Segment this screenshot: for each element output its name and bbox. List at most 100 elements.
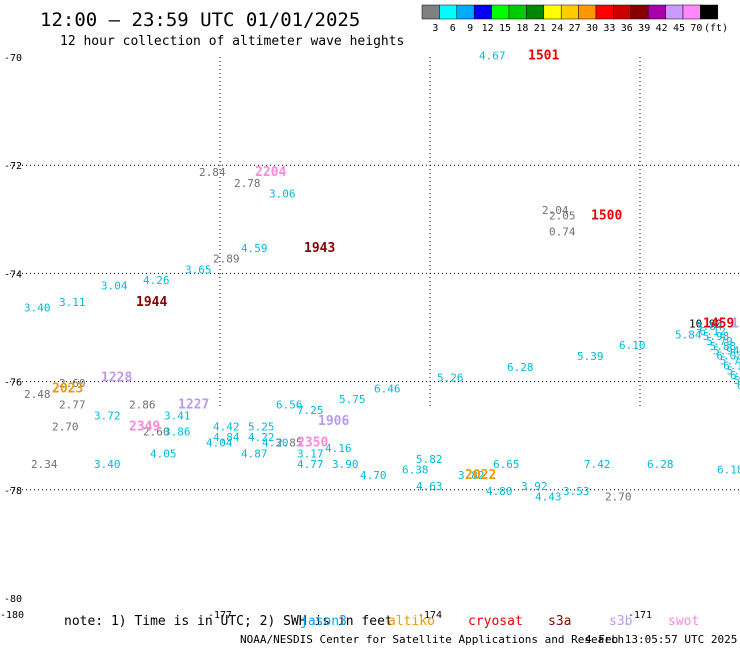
pass-time-label: 1501 (528, 49, 559, 64)
colorbar-swatch (508, 4, 527, 20)
track-swh-value: 5.84 (696, 320, 723, 333)
swh-value: 4.22 (248, 431, 275, 444)
swh-value: 5.26 (437, 372, 464, 385)
swh-value: 2.89 (213, 253, 240, 266)
swh-value: 3.90 (332, 458, 359, 471)
swh-value: 6.28 (647, 458, 674, 471)
footnote: note: 1) Time is in UTC; 2) SWH is in fe… (64, 614, 393, 629)
colorbar-tick-label: 21 (534, 23, 546, 34)
swh-value: 6.10 (619, 339, 646, 352)
swh-value: 7.42 (584, 458, 611, 471)
colorbar-swatch (613, 4, 632, 20)
swh-value: 2.70 (52, 420, 79, 433)
track-swh-value: 5.98 (703, 330, 730, 343)
colorbar-swatch (665, 4, 684, 20)
swh-value: 3.72 (94, 409, 121, 422)
pass-time-label: 1459 (703, 317, 734, 332)
swh-value: 6.18 (717, 464, 740, 477)
colorbar-tick-label: 30 (586, 23, 598, 34)
colorbar-tick-label: 33 (603, 23, 615, 34)
swh-value: 5.84 (675, 328, 702, 341)
colorbar-swatch (491, 4, 510, 20)
track-swh-value: 6.11 (723, 359, 740, 372)
colorbar-tick-label: 24 (551, 23, 563, 34)
swh-value: 3.86 (164, 426, 191, 439)
colorbar-swatch (578, 4, 597, 20)
swh-value: 2.34 (31, 458, 58, 471)
legend-entry-altiko: altiko (388, 614, 435, 629)
swh-value: 4.67 (479, 50, 506, 63)
swh-value: 3.06 (269, 188, 296, 201)
swh-value: 3.40 (24, 301, 51, 314)
legend-entry-s3b: s3b (609, 614, 633, 629)
swh-value: 3.92 (521, 480, 548, 493)
colorbar-swatch (630, 4, 649, 20)
swh-value: 6.46 (374, 382, 401, 395)
swh-value: 6.65 (493, 458, 520, 471)
pass-time-label: 2022 (465, 468, 496, 483)
satellite-legend: jason3 altiko cryosat s3a s3b swot (300, 614, 699, 629)
swh-value: 5.25 (248, 420, 275, 433)
swh-value: 2.05 (549, 209, 576, 222)
swh-value: 2.78 (234, 177, 261, 190)
swh-value: 4.05 (150, 447, 177, 460)
swh-value: 7.25 (297, 404, 324, 417)
swh-value: 2.70 (605, 491, 632, 504)
colorbar-tick-label: 6 (450, 23, 456, 34)
swh-marks: 4.670.872.842.783.066.702.042.050.744.59… (24, 50, 740, 504)
legend-entry-jason3: jason3 (300, 614, 347, 629)
colorbar-unit: (ft) (704, 23, 728, 34)
colorbar-tick-label: 45 (673, 23, 685, 34)
y-tick-label: -70 (4, 53, 22, 64)
swh-value: 5.75 (339, 393, 366, 406)
legend-entry-swot: swot (668, 614, 699, 629)
pass-time-label: 2350 (297, 436, 328, 451)
lat-lon-grid (10, 57, 740, 491)
legend-entry-s3a: s3a (548, 614, 571, 629)
colorbar-tick-label: 27 (569, 23, 581, 34)
swh-value: 5.39 (577, 350, 604, 363)
swh-value: 3.04 (101, 280, 128, 293)
colorbar-tick-label: 3 (432, 23, 438, 34)
swh-value: 2.60 (143, 426, 170, 439)
swh-value: 6.56 (276, 399, 303, 412)
swh-value: 3.40 (94, 458, 121, 471)
chart-subtitle: 12 hour collection of altimeter wave hei… (60, 34, 404, 49)
swh-value: 4.63 (416, 480, 443, 493)
swh-value: 3.53 (563, 485, 590, 498)
swh-value: 5.82 (416, 453, 443, 466)
generated-timestamp: 4 Feb 13:05:57 UTC 2025 (585, 633, 737, 646)
colorbar-tick-label: 9 (467, 23, 473, 34)
swh-value: 3.17 (297, 447, 324, 460)
swh-value: 4.43 (535, 491, 562, 504)
x-tick-label: -177 (208, 610, 232, 621)
pass-time-label: 2349 (129, 419, 160, 434)
track-swh-value: 5.79 (706, 335, 733, 348)
track-swh-value: 6.12 (699, 325, 726, 338)
swh-value: 2.86 (129, 399, 156, 412)
axis-tick-labels: -70 -72 -74 -76 -78 -80 -180 -177 -174 -171 (0, 53, 652, 621)
credit-line: NOAA/NESDIS Center for Satellite Applica… (240, 633, 624, 646)
pass-time-label: 1944 (136, 295, 167, 310)
swh-value: 2.77 (59, 399, 86, 412)
swh-value: 4.59 (241, 242, 268, 255)
colorbar-swatch (421, 4, 440, 20)
track-swh-value: 6.54 (737, 379, 740, 392)
y-tick-label: -76 (4, 378, 22, 389)
colorbar-tick-label: 36 (621, 23, 633, 34)
x-tick-label: -180 (0, 610, 24, 621)
swh-value: 4.16 (325, 442, 352, 455)
colorbar-swatch (560, 4, 579, 20)
pass-time-label: 1228 (101, 371, 132, 386)
swh-value: 6.28 (507, 361, 534, 374)
x-tick-label: -171 (628, 610, 652, 621)
swh-value: 3.11 (59, 296, 86, 309)
colorbar-tick-label: 15 (499, 23, 511, 34)
colorbar-tick-label: 12 (482, 23, 494, 34)
colorbar-tick-label: 18 (516, 23, 528, 34)
colorbar-tick-label: 39 (638, 23, 650, 34)
y-tick-label: -72 (4, 161, 22, 172)
swh-value: 10.90 (689, 318, 722, 331)
pass-time-label: 1906 (318, 414, 349, 429)
